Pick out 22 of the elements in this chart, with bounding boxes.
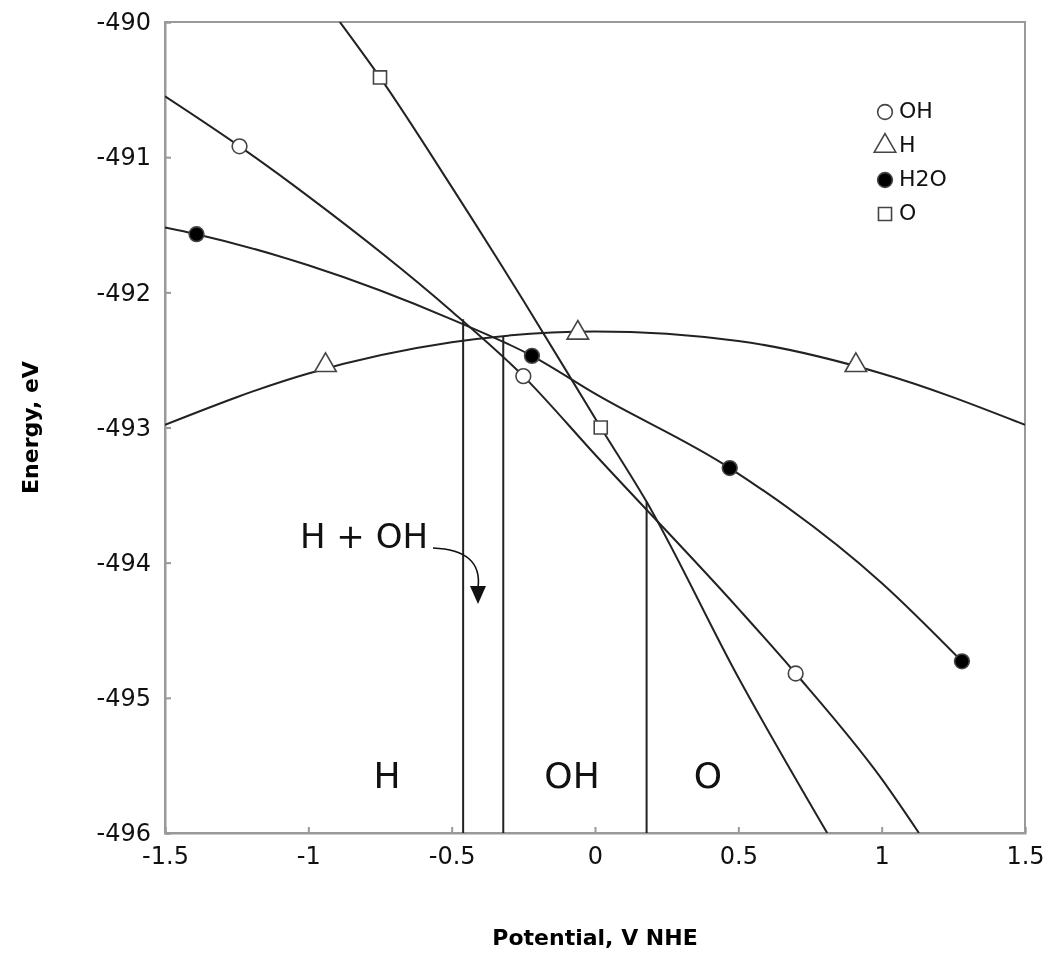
x-tick-label: 0 (587, 842, 604, 871)
y-tick-label: -491 (96, 143, 151, 172)
legend-label: OH (899, 98, 933, 123)
annotation: O (693, 755, 723, 796)
x-tick-label: -0.5 (428, 842, 476, 871)
y-tick-label: -492 (96, 278, 151, 307)
annotation: H (373, 755, 401, 796)
x-tick-label: -1 (296, 842, 321, 871)
annotation: H + OH (300, 516, 428, 556)
legend-label: O (899, 200, 917, 225)
legend-label: H (899, 132, 916, 157)
x-axis-title: Potential, V NHE (492, 925, 698, 950)
legend-label: H2O (899, 166, 947, 191)
y-tick-label: -493 (96, 413, 151, 442)
y-tick-label: -494 (96, 548, 151, 577)
x-tick-label: 0.5 (719, 842, 758, 871)
x-tick-label: 1 (874, 842, 890, 871)
annotation: OH (544, 755, 600, 796)
y-tick-label: -495 (96, 684, 151, 713)
y-axis-title: Energy, eV (18, 361, 43, 494)
y-tick-label: -490 (96, 8, 151, 37)
x-tick-label: 1.5 (1006, 842, 1045, 871)
